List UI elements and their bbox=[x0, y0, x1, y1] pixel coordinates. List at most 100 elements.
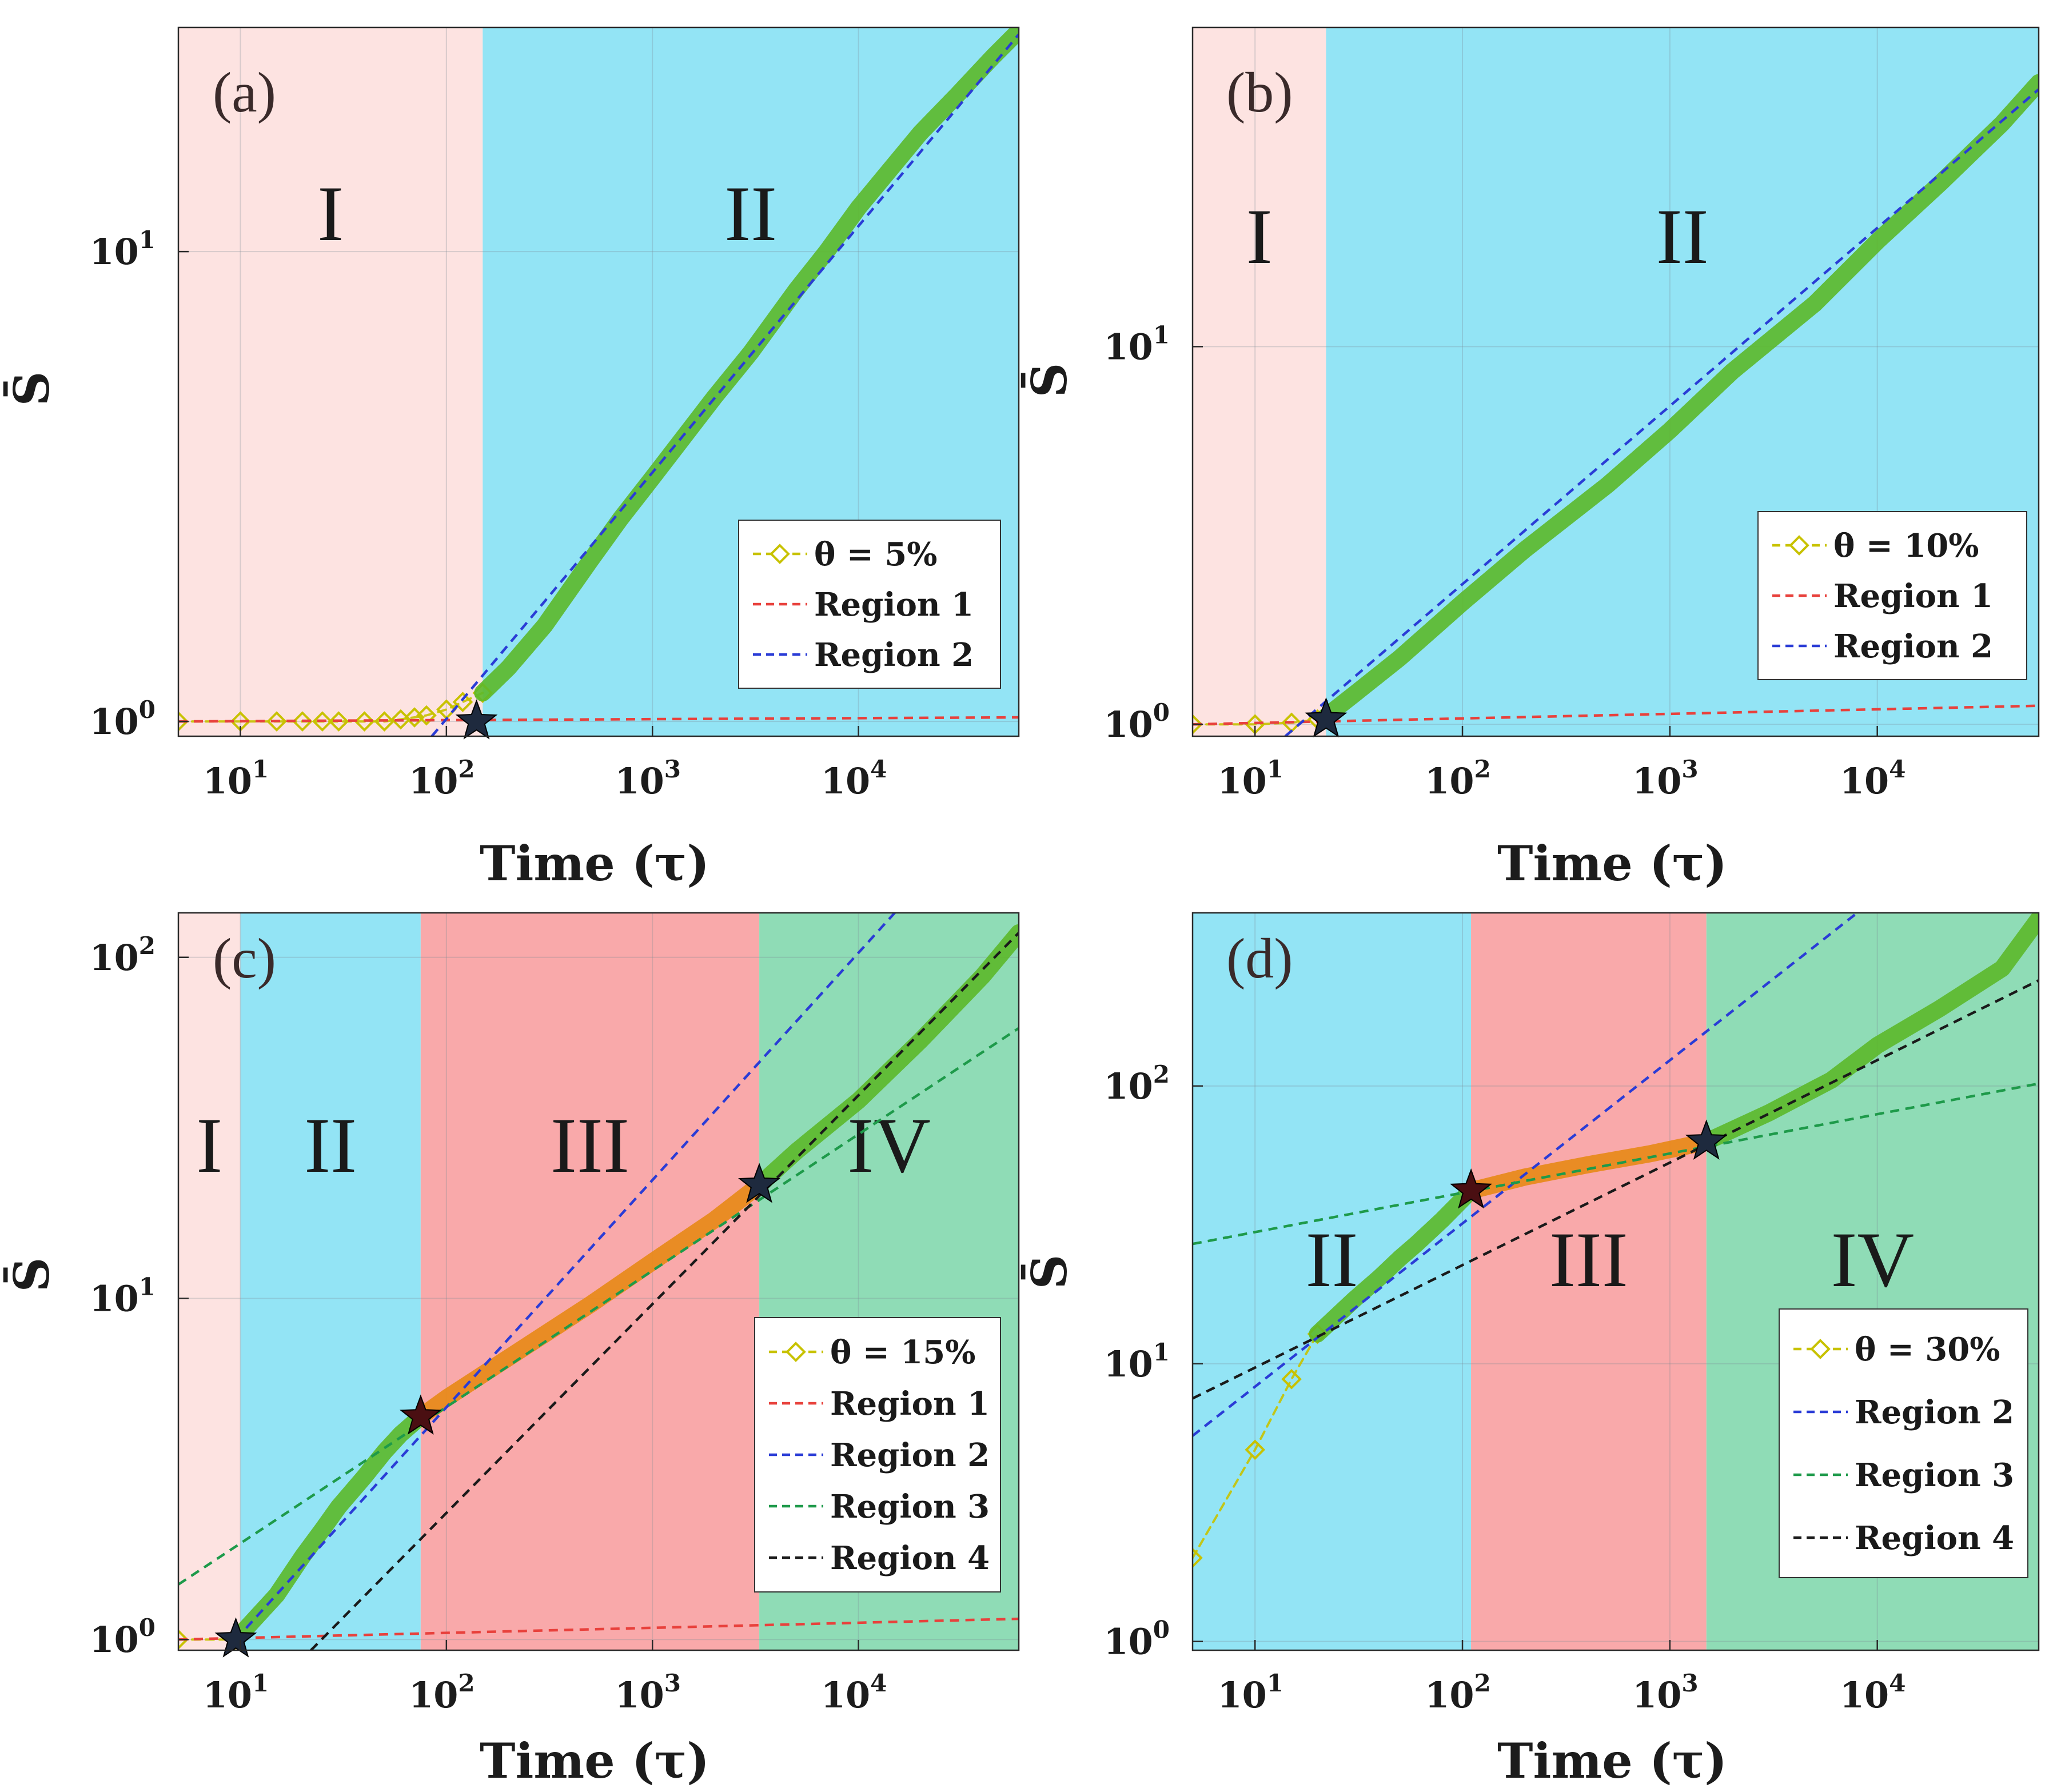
y-axis-label: S̄ bbox=[1021, 363, 1078, 398]
x-tick-exponent: 2 bbox=[458, 755, 475, 783]
legend: θ = 5% Region 1 Region 2 bbox=[738, 520, 1001, 689]
legend-entry-label: Region 2 bbox=[814, 636, 974, 674]
transition-star bbox=[399, 1394, 442, 1435]
y-tick-label: 100 bbox=[89, 696, 156, 743]
y-tick-exponent: 1 bbox=[1153, 321, 1170, 349]
legend-diamond-icon bbox=[786, 1342, 806, 1362]
y-tick-exponent: 1 bbox=[139, 1272, 156, 1300]
region-label: I bbox=[1246, 193, 1273, 280]
series-line-0-1 bbox=[1317, 74, 2039, 725]
legend-entry-label: Region 2 bbox=[830, 1436, 990, 1474]
series-line-0-1 bbox=[474, 27, 1019, 702]
transition-star bbox=[1450, 1168, 1493, 1209]
transition-star bbox=[214, 1617, 257, 1658]
data-point bbox=[292, 711, 313, 732]
x-tick-base: 10 bbox=[1632, 760, 1681, 802]
x-axis-label: Time (τ) bbox=[1497, 1733, 1727, 1789]
legend-entry-label: Region 3 bbox=[830, 1488, 990, 1526]
fit-line-region-1 bbox=[178, 1617, 1019, 1641]
legend-entry-label: Region 1 bbox=[1833, 577, 1993, 615]
y-tick-base: 10 bbox=[1103, 704, 1153, 745]
series-line-0-2 bbox=[1462, 1133, 1715, 1199]
region-label: I bbox=[196, 1101, 222, 1189]
y-tick-exponent: 0 bbox=[1153, 1616, 1170, 1644]
series-line-0-1 bbox=[227, 1408, 429, 1649]
x-tick-base: 10 bbox=[1217, 1674, 1266, 1716]
data-point bbox=[1193, 1547, 1203, 1569]
x-tick-label: 103 bbox=[1632, 1669, 1699, 1716]
x-tick-base: 10 bbox=[409, 1674, 458, 1716]
y-tick-base: 10 bbox=[89, 701, 138, 743]
data-point bbox=[328, 711, 349, 732]
y-tick-label: 100 bbox=[1103, 699, 1170, 745]
transition-star bbox=[1685, 1119, 1728, 1160]
x-tick-label: 104 bbox=[821, 755, 887, 802]
plot-area bbox=[178, 27, 1019, 736]
x-tick-exponent: 1 bbox=[1267, 1669, 1283, 1697]
panel-label: (a) bbox=[213, 61, 276, 124]
legend-entry-label: Region 2 bbox=[1833, 628, 1993, 665]
y-tick-exponent: 2 bbox=[1153, 1060, 1170, 1088]
x-tick-base: 10 bbox=[821, 760, 870, 802]
x-tick-base: 10 bbox=[1425, 760, 1474, 802]
legend-entry-label: Region 4 bbox=[1855, 1519, 2014, 1557]
x-tick-label: 104 bbox=[1840, 755, 1906, 802]
fit-line-region-2 bbox=[234, 913, 896, 1641]
legend-entry-label: Region 3 bbox=[1855, 1456, 2014, 1494]
data-point bbox=[178, 1629, 189, 1650]
region-label: II bbox=[1656, 193, 1709, 280]
y-tick-label: 101 bbox=[89, 226, 156, 273]
panel-label: (d) bbox=[1226, 927, 1293, 990]
x-tick-base: 10 bbox=[615, 760, 664, 802]
y-axis-label: S̄ bbox=[3, 372, 60, 406]
y-tick-exponent: 1 bbox=[139, 226, 156, 254]
legend: θ = 10% Region 1 Region 2 bbox=[1757, 511, 2027, 680]
series-line-0-3 bbox=[1697, 913, 2039, 1151]
x-tick-exponent: 2 bbox=[1474, 1669, 1491, 1697]
x-tick-exponent: 1 bbox=[252, 1669, 269, 1697]
region-III-band bbox=[420, 913, 760, 1650]
y-axis-label: S̄ bbox=[1021, 1255, 1078, 1290]
x-axis-label: Time (τ) bbox=[480, 1733, 709, 1789]
legend-entry-label: θ = 15% bbox=[830, 1334, 975, 1371]
legend-entry-label: θ = 5% bbox=[814, 536, 937, 573]
x-tick-exponent: 3 bbox=[1681, 755, 1698, 783]
x-tick-exponent: 1 bbox=[252, 755, 269, 783]
series-line-0-2 bbox=[412, 1176, 768, 1426]
x-tick-label: 101 bbox=[1217, 755, 1283, 802]
legend-diamond-icon bbox=[770, 544, 790, 564]
data-point bbox=[178, 711, 189, 732]
region-II-band bbox=[240, 913, 421, 1650]
series-line-0-0 bbox=[1193, 1332, 1319, 1559]
y-tick-base: 10 bbox=[89, 231, 138, 273]
legend-entry-label: θ = 30% bbox=[1855, 1331, 2000, 1368]
y-tick-base: 10 bbox=[89, 1278, 138, 1319]
x-tick-base: 10 bbox=[409, 760, 458, 802]
region-label: II bbox=[304, 1101, 357, 1189]
fit-line-region-1 bbox=[178, 716, 1019, 723]
y-tick-label: 102 bbox=[1103, 1060, 1170, 1107]
region-label: IV bbox=[1831, 1216, 1915, 1303]
legend-entry-label: Region 1 bbox=[830, 1385, 990, 1423]
x-axis-label: Time (τ) bbox=[1497, 835, 1727, 892]
x-tick-exponent: 1 bbox=[1267, 755, 1283, 783]
legend-diamond-icon bbox=[1789, 535, 1809, 556]
data-point bbox=[1245, 1439, 1266, 1460]
axes-frame bbox=[177, 912, 1020, 1651]
x-tick-label: 104 bbox=[821, 1669, 887, 1716]
x-tick-base: 10 bbox=[821, 1674, 870, 1716]
y-tick-label: 101 bbox=[89, 1272, 156, 1319]
x-tick-exponent: 2 bbox=[458, 1669, 475, 1697]
y-tick-base: 10 bbox=[89, 937, 138, 979]
region-I-band bbox=[1193, 27, 1326, 736]
region-label: III bbox=[1549, 1216, 1628, 1303]
x-tick-label: 102 bbox=[409, 1669, 475, 1716]
x-tick-base: 10 bbox=[1840, 1674, 1889, 1716]
x-tick-exponent: 4 bbox=[870, 755, 887, 783]
legend-diamond-icon bbox=[1810, 1339, 1831, 1359]
panel-label: (b) bbox=[1226, 61, 1293, 124]
